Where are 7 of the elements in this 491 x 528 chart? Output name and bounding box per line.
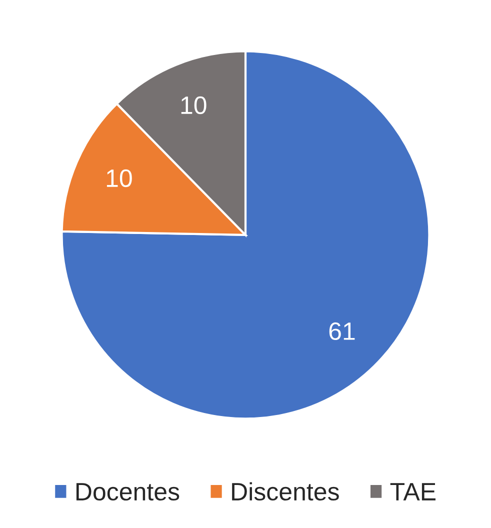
data-label: 10 (181, 96, 206, 114)
legend-label: Docentes (76, 483, 180, 501)
legend-label: TAE (390, 483, 436, 500)
pie-slice (60, 50, 430, 420)
legend-label: Discentes (232, 482, 339, 501)
data-label: 10 (106, 169, 132, 188)
data-label: 61 (329, 322, 355, 340)
